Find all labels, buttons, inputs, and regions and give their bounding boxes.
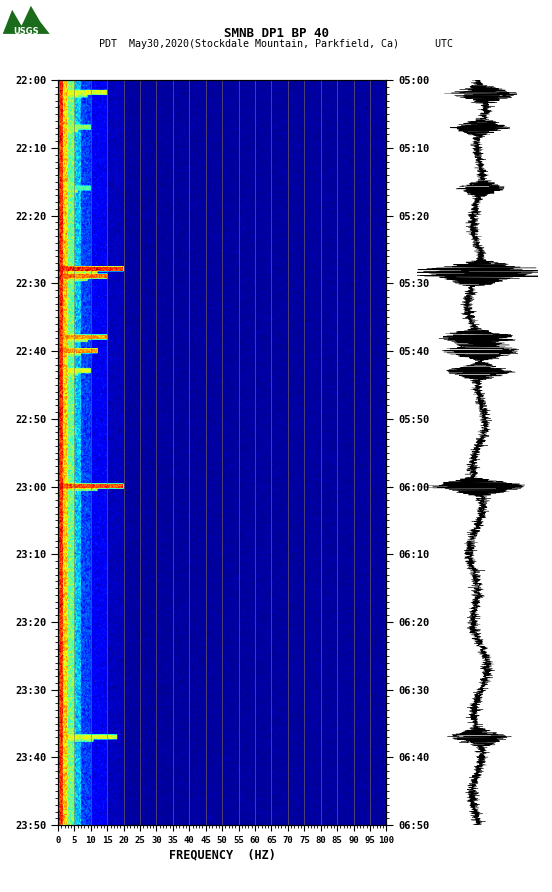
Polygon shape <box>3 6 50 34</box>
Text: SMNB DP1 BP 40: SMNB DP1 BP 40 <box>224 27 328 40</box>
X-axis label: FREQUENCY  (HZ): FREQUENCY (HZ) <box>169 848 275 862</box>
Text: USGS: USGS <box>13 27 39 36</box>
Text: PDT  May30,2020(Stockdale Mountain, Parkfield, Ca)      UTC: PDT May30,2020(Stockdale Mountain, Parkf… <box>99 39 453 49</box>
